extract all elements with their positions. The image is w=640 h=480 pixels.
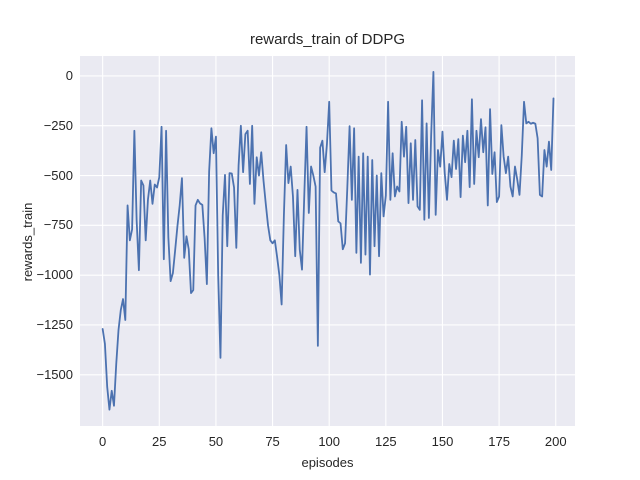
x-tick-label: 150 <box>431 434 454 449</box>
y-tick-label: −1500 <box>36 366 73 382</box>
x-tick-label: 75 <box>265 434 280 449</box>
y-tick-label: 0 <box>65 67 73 83</box>
x-tick-label: 100 <box>318 434 341 449</box>
y-axis-label: rewards_train <box>20 202 35 282</box>
y-tick-label: −250 <box>43 117 73 133</box>
x-tick-label: 25 <box>152 434 167 449</box>
y-tick-label: −1000 <box>36 267 73 283</box>
chart-title: rewards_train of DDPG <box>249 31 406 48</box>
x-axis-label: episodes <box>301 455 354 470</box>
plot-area <box>80 56 575 426</box>
y-tick-label: −750 <box>43 217 73 233</box>
reward-line-series <box>101 71 555 411</box>
x-tick-label: 0 <box>99 434 107 449</box>
y-tick-label: −500 <box>43 167 73 183</box>
x-tick-label: 200 <box>544 434 567 449</box>
x-tick-label: 50 <box>208 434 224 449</box>
y-tick-label: −1250 <box>36 316 73 332</box>
x-tick-label: 125 <box>374 434 397 449</box>
x-tick-label: 175 <box>488 434 510 449</box>
line-chart <box>80 56 575 426</box>
